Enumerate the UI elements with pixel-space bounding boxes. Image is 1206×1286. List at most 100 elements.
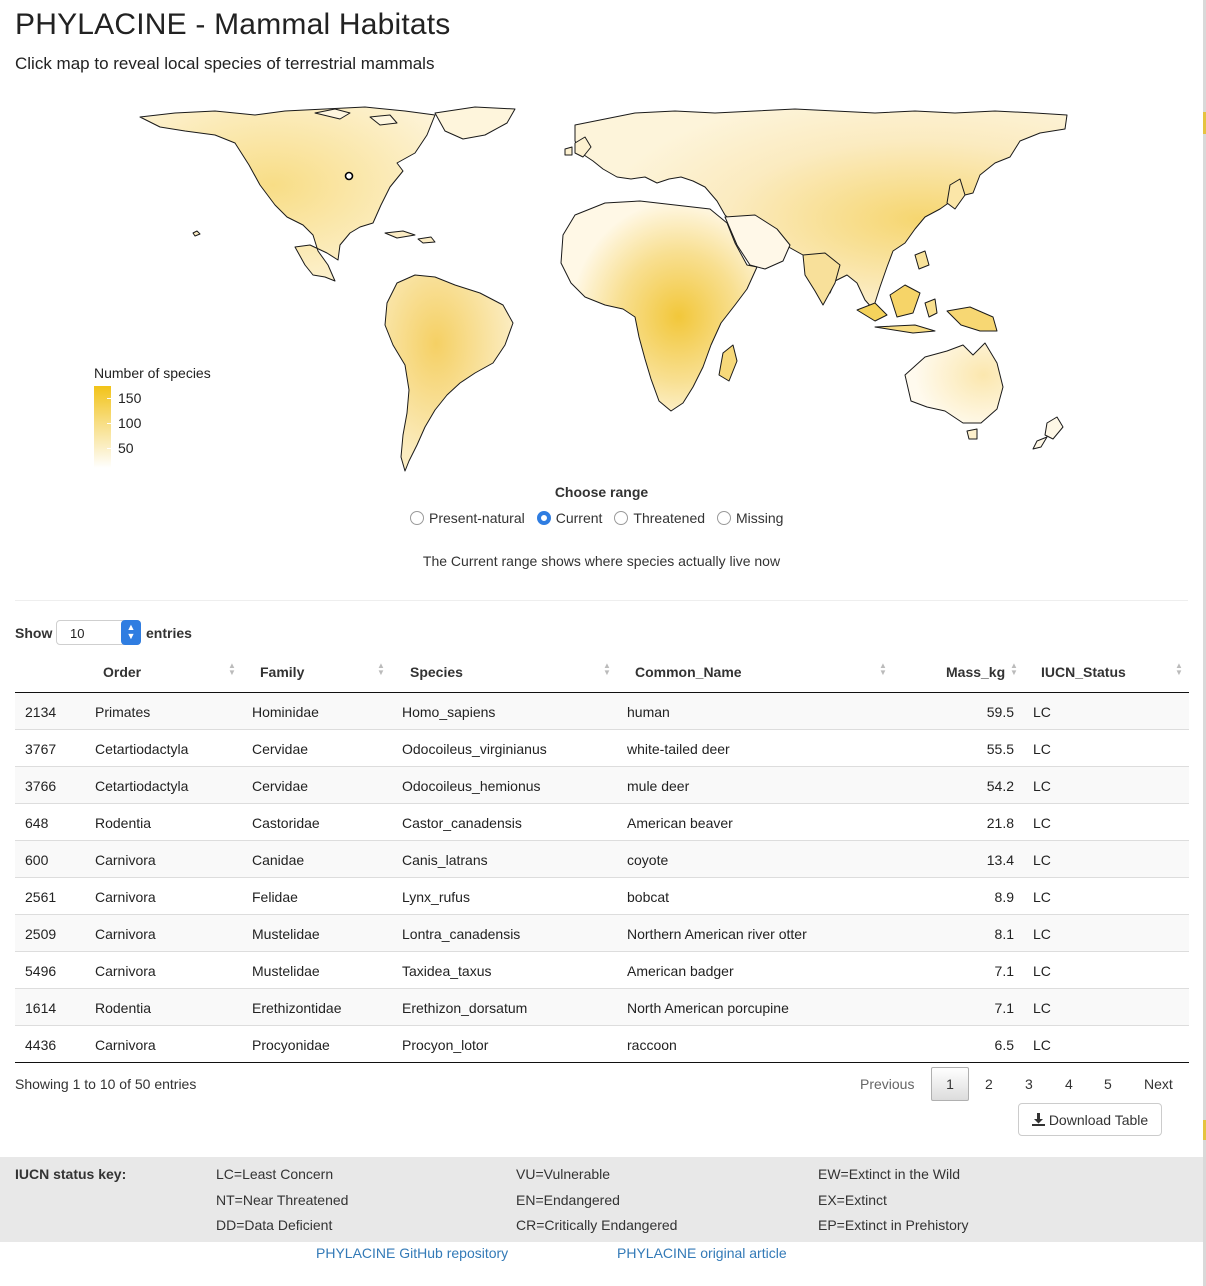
iucn-key-title: IUCN status key:: [15, 1166, 127, 1182]
radio-label: Present-natural: [429, 510, 525, 526]
cell-order: Carnivora: [95, 852, 156, 868]
legend-label-100: 100: [118, 415, 142, 431]
table-body: 2134 Primates Hominidae Homo_sapiens human 59…: [15, 693, 1189, 1063]
cell-species: Procyon_lotor: [402, 1037, 489, 1053]
download-table-button[interactable]: Download Table: [1018, 1103, 1162, 1136]
iucn-status-key: IUCN status key: LC=Least Concern NT=Nea…: [0, 1157, 1203, 1242]
pagination-page-1[interactable]: 1: [931, 1067, 969, 1101]
sort-icon[interactable]: ▲ ▼: [603, 661, 611, 677]
cell-id: 3766: [25, 778, 57, 794]
column-header-order[interactable]: Order: [103, 664, 142, 680]
cell-id: 4436: [25, 1037, 57, 1053]
pagination-page-5[interactable]: 5: [1104, 1076, 1112, 1092]
cell-common-name: mule deer: [627, 778, 690, 794]
table-row[interactable]: 600 Carnivora Canidae Canis_latrans coyote 13…: [15, 841, 1189, 878]
table-row[interactable]: 2134 Primates Hominidae Homo_sapiens human 59…: [15, 693, 1189, 730]
cell-id: 600: [25, 852, 49, 868]
sort-icon[interactable]: ▲ ▼: [879, 661, 887, 677]
cell-iucn-status: LC: [1033, 926, 1051, 942]
cell-common-name: coyote: [627, 852, 669, 868]
iucn-key-item: LC=Least Concern: [216, 1166, 334, 1182]
table-row[interactable]: 3767 Cetartiodactyla Cervidae Odocoileus_vi…: [15, 730, 1189, 767]
iucn-key-item: NT=Near Threatened: [216, 1192, 349, 1208]
iucn-key-item: CR=Critically Endangered: [516, 1217, 678, 1233]
cell-species: Castor_canadensis: [402, 815, 522, 831]
legend-title: Number of species: [94, 365, 211, 381]
iucn-key-item: EX=Extinct: [818, 1192, 887, 1208]
table-row[interactable]: 2561 Carnivora Felidae Lynx_rufus bobcat 8.9 L…: [15, 878, 1189, 915]
cell-mass: 59.5: [986, 704, 1014, 720]
cell-mass: 8.9: [994, 889, 1014, 905]
page-length-select[interactable]: 10 ▲ ▼: [56, 620, 141, 645]
select-arrows-icon[interactable]: ▲ ▼: [121, 620, 141, 645]
column-header-common-name[interactable]: Common_Name: [635, 664, 742, 680]
radio-missing[interactable]: Missing: [717, 510, 783, 526]
cell-species: Taxidea_taxus: [402, 963, 492, 979]
page-length-value: 10: [70, 626, 85, 641]
cell-id: 648: [25, 815, 49, 831]
table-row[interactable]: 5496 Carnivora Mustelidae Taxidea_taxus Amer…: [15, 952, 1189, 989]
cell-iucn-status: LC: [1033, 1037, 1051, 1053]
cell-iucn-status: LC: [1033, 1000, 1051, 1016]
column-header-species[interactable]: Species: [410, 664, 463, 680]
cell-common-name: American beaver: [627, 815, 733, 831]
cell-iucn-status: LC: [1033, 815, 1051, 831]
radio-current[interactable]: Current: [536, 510, 603, 526]
github-repository-link[interactable]: PHYLACINE GitHub repository: [316, 1245, 509, 1261]
cell-iucn-status: LC: [1033, 963, 1051, 979]
south-america-region: [384, 274, 514, 472]
radio-button[interactable]: [717, 511, 732, 525]
original-article-link[interactable]: PHYLACINE original article: [617, 1245, 787, 1261]
species-map[interactable]: [135, 105, 1070, 475]
sort-icon[interactable]: ▲ ▼: [228, 661, 236, 677]
pagination-page-2[interactable]: 2: [985, 1076, 993, 1092]
cell-order: Cetartiodactyla: [95, 778, 189, 794]
table-row[interactable]: 3766 Cetartiodactyla Cervidae Odocoileus_he…: [15, 767, 1189, 804]
cell-species: Odocoileus_virginianus: [402, 741, 547, 757]
pagination-page-3[interactable]: 3: [1025, 1076, 1033, 1092]
pagination-previous[interactable]: Previous: [860, 1076, 915, 1092]
column-header-family[interactable]: Family: [260, 664, 305, 680]
table-header: Order ▲ ▼ Family ▲ ▼ Species ▲ ▼ Common_Nam…: [15, 652, 1189, 693]
range-radio-group: Present-natural Current Threatened Missi…: [410, 510, 795, 526]
cell-common-name: human: [627, 704, 670, 720]
cell-iucn-status: LC: [1033, 889, 1051, 905]
cell-iucn-status: LC: [1033, 778, 1051, 794]
sort-icon[interactable]: ▲ ▼: [1175, 661, 1183, 677]
cell-family: Castoridae: [252, 815, 320, 831]
sort-icon[interactable]: ▲ ▼: [1010, 661, 1018, 677]
table-row[interactable]: 648 Rodentia Castoridae Castor_canadensis Am…: [15, 804, 1189, 841]
table-row[interactable]: 4436 Carnivora Procyonidae Procyon_lotor rac…: [15, 1026, 1189, 1063]
table-row[interactable]: 2509 Carnivora Mustelidae Lontra_canadensis…: [15, 915, 1189, 952]
africa-region: [560, 200, 758, 412]
cell-family: Procyonidae: [252, 1037, 330, 1053]
radio-label: Threatened: [633, 510, 706, 526]
cell-common-name: Northern American river otter: [627, 926, 807, 942]
radio-button[interactable]: [614, 511, 629, 525]
pagination-next[interactable]: Next: [1144, 1076, 1173, 1092]
cell-mass: 21.8: [986, 815, 1014, 831]
table-row[interactable]: 1614 Rodentia Erethizontidae Erethizon_dors…: [15, 989, 1189, 1026]
legend-label-150: 150: [118, 390, 142, 406]
column-header-iucn-status[interactable]: IUCN_Status: [1041, 664, 1126, 680]
radio-button[interactable]: [410, 511, 424, 525]
cell-order: Carnivora: [95, 889, 156, 905]
cell-family: Hominidae: [252, 704, 319, 720]
sort-icon[interactable]: ▲ ▼: [377, 661, 385, 677]
cell-id: 2509: [25, 926, 57, 942]
radio-button-selected[interactable]: [536, 511, 551, 525]
cell-iucn-status: LC: [1033, 704, 1051, 720]
species-table: Order ▲ ▼ Family ▲ ▼ Species ▲ ▼ Common_Nam…: [15, 652, 1189, 1063]
cell-iucn-status: LC: [1033, 852, 1051, 868]
radio-present-natural[interactable]: Present-natural: [410, 510, 525, 526]
map-legend: Number of species 150 100 50: [94, 365, 254, 475]
cell-order: Carnivora: [95, 926, 156, 942]
arabia-region: [724, 214, 791, 270]
column-header-mass[interactable]: Mass_kg: [946, 664, 1006, 680]
radio-threatened[interactable]: Threatened: [614, 510, 705, 526]
new-guinea-region: [946, 306, 998, 332]
download-label: Download Table: [1048, 1111, 1149, 1128]
radio-label: Current: [555, 510, 603, 526]
cell-family: Mustelidae: [252, 963, 320, 979]
pagination-page-4[interactable]: 4: [1065, 1076, 1073, 1092]
